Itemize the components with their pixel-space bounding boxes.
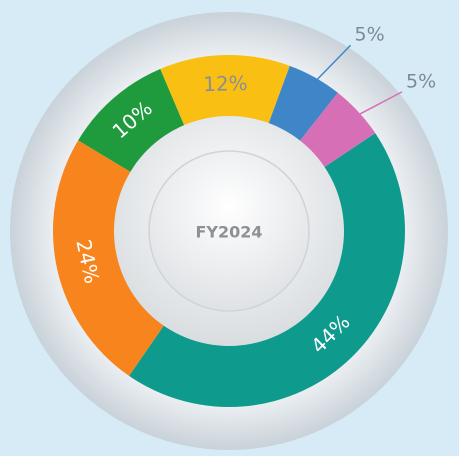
- center-cap: [148, 150, 310, 312]
- leader-line: [308, 44, 352, 89]
- segment: [78, 68, 186, 174]
- segment: [52, 140, 166, 376]
- leader-line: [348, 91, 403, 121]
- segment: [129, 133, 405, 408]
- segment: [267, 65, 338, 143]
- segment: [160, 54, 290, 128]
- value-label: 5%: [406, 70, 436, 92]
- segment: [298, 92, 376, 169]
- value-label: 5%: [355, 24, 385, 46]
- center-label: FY2024: [195, 223, 262, 242]
- value-label: 12%: [203, 71, 248, 96]
- segments: [52, 54, 405, 408]
